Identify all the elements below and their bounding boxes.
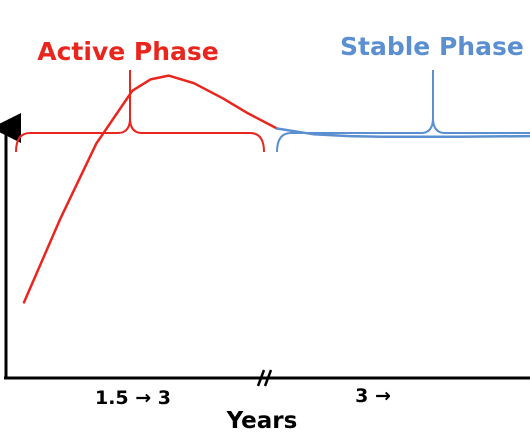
stable-phase-label: Stable Phase [340,32,524,61]
axis-break-mark [256,369,273,387]
active-phase-label: Active Phase [37,37,218,66]
active-phase-brace [15,70,265,153]
x-tick-label-2: 3 → [355,385,391,407]
x-tick-label-1: 1.5 → 3 [95,387,171,409]
x-axis-title: Years [226,408,298,434]
series-stable-line [275,127,530,139]
stable-phase-brace [276,70,530,153]
series-active-line [22,74,279,304]
